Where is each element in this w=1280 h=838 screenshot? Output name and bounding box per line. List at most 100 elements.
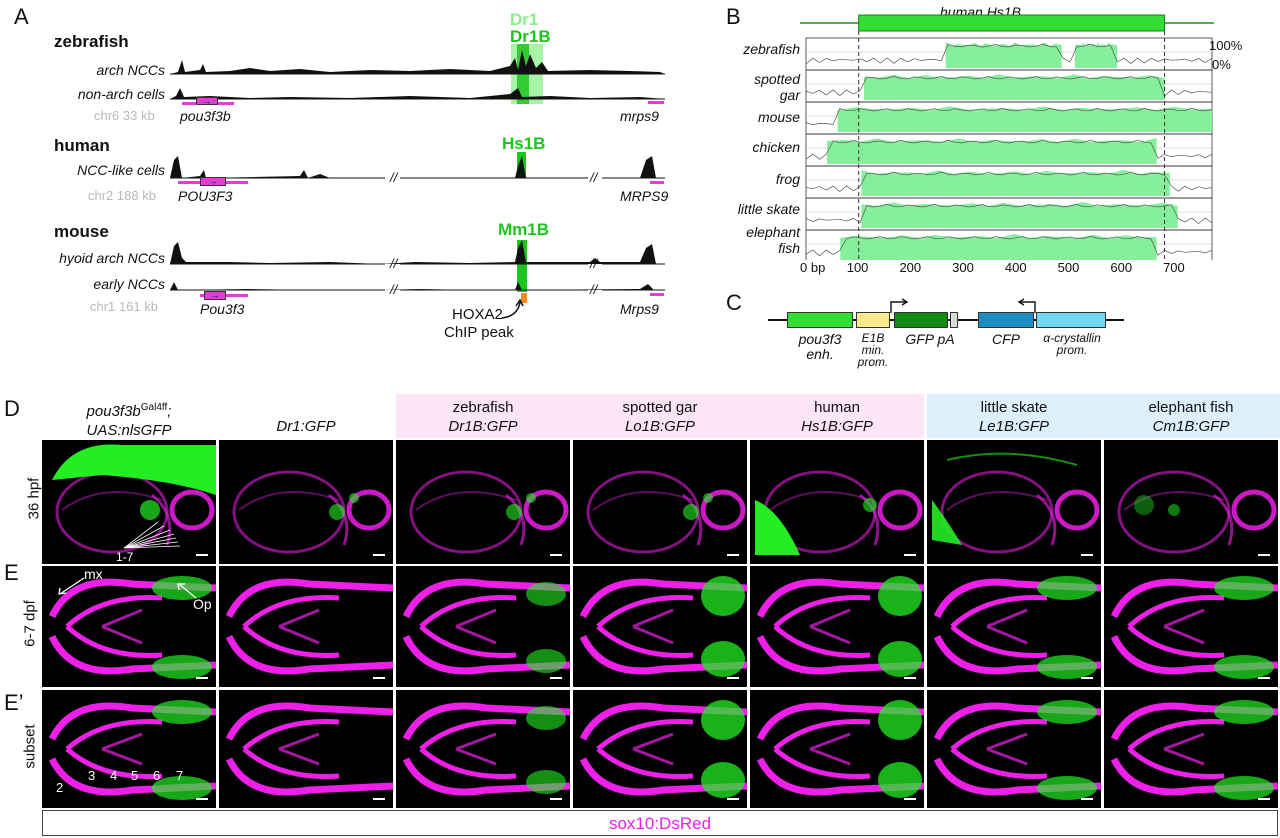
x-tick-0: 0 bp [800, 260, 826, 275]
chip-peak-arrow [501, 298, 524, 319]
scale-bar [550, 554, 562, 556]
hs1b-bar [858, 14, 1166, 32]
mm1b-highlight [517, 240, 527, 292]
arch-number-5: 5 [131, 768, 139, 783]
panel-e-letter: E [4, 560, 19, 585]
micrograph-r1-c0 [42, 566, 216, 687]
cons-label-0: zebrafish [743, 41, 800, 57]
cons-region-3-0 [827, 138, 1157, 164]
x-tick-2: 200 [899, 260, 922, 275]
mrps9-human-gene-arrow [650, 181, 664, 184]
mouse-species-label: mouse [54, 222, 109, 241]
scale-bar [904, 677, 916, 679]
micrograph-r0-c1 [219, 440, 393, 564]
column-header-line2-6: Cm1B:GFP [1152, 418, 1230, 435]
column-header-line1-3: spotted gar [622, 399, 698, 416]
scale-bar [373, 677, 385, 679]
human-break-1: // [390, 170, 398, 185]
cons-row-0 [805, 37, 1213, 71]
pou3f3-mouse-gene-exon: → [204, 291, 226, 300]
panel-a-letter: A [14, 4, 29, 29]
early-signal [170, 282, 654, 290]
arch-nccs-signal [170, 50, 665, 74]
column-header-line1-0: pou3f3bGal4ff; [86, 402, 172, 420]
mx-arrow [58, 577, 85, 595]
ncc-like-cells-track-label: NCC-like cells [77, 162, 165, 178]
column-header-3: spotted gar Lo1B:GFP [573, 398, 747, 436]
mouse-break-2: // [390, 282, 398, 297]
hyoid-arch-nccs-track-label: hyoid arch NCCs [59, 250, 165, 266]
y-tick-0: 0% [1212, 57, 1231, 72]
column-header-4: human Hs1B:GFP [750, 398, 924, 436]
annotation-fan-lines [123, 521, 181, 549]
panelB-species-labels: zebrafish spotted gar mouse chicken frog … [690, 38, 800, 258]
scale-bar [1081, 554, 1093, 556]
x-tick-6: 600 [1110, 260, 1133, 275]
column-header-0: pou3f3bGal4ff; UAS:nlsGFP [42, 398, 216, 440]
column-header-line2-2: Dr1B:GFP [448, 418, 518, 435]
micrograph-r2-c1 [219, 690, 393, 808]
cons-region-1-0 [864, 74, 1165, 100]
scale-bar [1081, 798, 1093, 800]
e1b-box [856, 312, 890, 328]
cons-region-2-0 [837, 106, 1212, 132]
cons-region-0-0 [945, 42, 1062, 68]
non-arch-cells-track-label: non-arch cells [77, 86, 165, 102]
promoter-arrow-right [890, 298, 909, 313]
scale-bar [727, 677, 739, 679]
mm1b-peak-label: Mm1B [498, 220, 550, 239]
cons-trace-2 [805, 107, 1213, 130]
scale-bar [196, 798, 208, 800]
cons-label-4: frog [775, 171, 800, 187]
micrograph-r1-c1 [219, 566, 393, 687]
mrps9-gene-label: mrps9 [620, 108, 659, 124]
op-label: Op [193, 596, 212, 612]
column-header-line1-6: elephant fish [1148, 399, 1234, 416]
column-header-5: little skate Le1B:GFP [927, 398, 1101, 436]
scale-bar [196, 554, 208, 556]
blue-header-bg [927, 394, 1280, 438]
column-header-line2-0: UAS:nlsGFP [86, 422, 172, 439]
micrograph-r2-c0 [42, 690, 216, 808]
cons-label-1: spotted gar [754, 71, 800, 103]
arch-number-3: 3 [88, 768, 96, 783]
micrograph-r0-c3 [573, 440, 747, 564]
mouse-tracks [170, 240, 665, 291]
scale-bar [1258, 798, 1270, 800]
row-label-subset: subset [21, 724, 39, 769]
panel-b-letter: B [726, 4, 741, 29]
cons-row-4 [805, 165, 1213, 199]
column-header-1: Dr1:GFP [219, 398, 393, 436]
arch-number-4: 4 [110, 768, 118, 783]
scale-bar [727, 554, 739, 556]
e1b-label: E1B min. prom. [857, 331, 889, 369]
cons-label-5: little skate [737, 201, 800, 217]
x-tick-7: 700 [1163, 260, 1185, 275]
mouse-break-3: // [590, 256, 598, 271]
crystallin-label: α-crystallin prom. [1043, 331, 1101, 357]
arch-nccs-track-label: arch NCCs [96, 62, 165, 78]
gfp-box [894, 312, 948, 328]
cons-trace-5 [805, 203, 1213, 226]
x-tick-5: 500 [1057, 260, 1080, 275]
pou3f3-enh-box [787, 312, 853, 328]
mrps9-gene-arrow [648, 101, 664, 104]
micrograph-r2-c2 [396, 690, 570, 808]
pa-box [950, 312, 958, 328]
hoxa2-label: HOXA2 [452, 306, 503, 323]
panel-e2-letter: E’ [4, 690, 24, 715]
micrograph-r1-c6 [1104, 566, 1278, 687]
mouse-coord: chr1 161 kb [90, 299, 158, 314]
gfp-pa-label: GFP pA [905, 331, 955, 347]
pou3f3-mouse-gene-label: Pou3f3 [200, 301, 245, 317]
column-header-line2-3: Lo1B:GFP [624, 418, 696, 435]
footer-legend: sox10:DsRed [42, 810, 1278, 836]
cons-region-0-1 [1074, 42, 1118, 68]
panel-c-letter: C [726, 290, 742, 315]
cons-row-6 [805, 229, 1213, 260]
cons-label-6: elephant fish [746, 224, 800, 256]
cfp-label: CFP [992, 331, 1020, 347]
x-tick-labels: 0 bp 100 200 300 400 500 600 700 [800, 260, 1214, 278]
annotation-1-7: 1-7 [116, 550, 134, 564]
pou3f3-gene-exon: → [200, 177, 226, 186]
